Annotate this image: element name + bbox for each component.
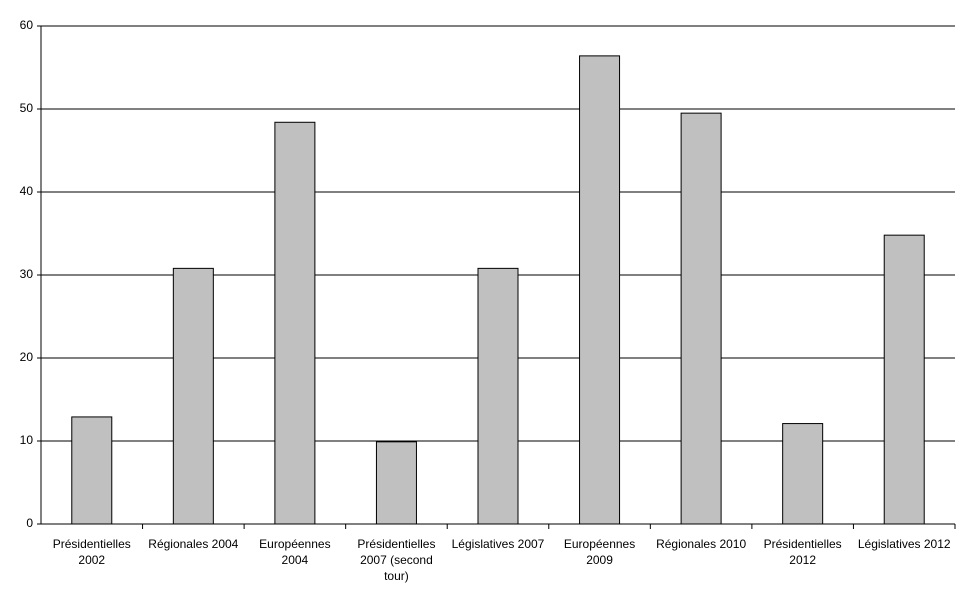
y-tick-label: 60	[20, 18, 34, 32]
x-tick-label: Européennes 2009	[563, 537, 636, 567]
bar	[274, 121, 316, 525]
bar	[883, 234, 925, 525]
x-tick-label: Régionales 2010	[656, 537, 747, 551]
x-tick-label: Présidentielles 2012	[763, 537, 842, 567]
bar	[172, 267, 214, 525]
bar	[71, 416, 113, 525]
x-tick-label: Présidentielles 2002	[52, 537, 131, 567]
x-tick-label: Présidentielles 2007 (second tour)	[357, 537, 436, 583]
y-tick-label: 0	[26, 516, 33, 530]
x-tick-label: Européennes 2004	[259, 537, 331, 567]
y-tick-label: 10	[20, 433, 34, 447]
y-tick-label: 50	[20, 101, 34, 115]
x-tick-label: Législatives 2012	[857, 537, 951, 551]
bar	[680, 112, 722, 525]
y-tick-label: 30	[20, 267, 34, 281]
bar	[477, 267, 519, 525]
bar	[375, 441, 417, 525]
bar	[579, 55, 621, 525]
bar	[782, 423, 824, 525]
x-tick-label: Régionales 2004	[148, 537, 239, 551]
x-tick-label: Législatives 2007	[451, 537, 545, 551]
y-tick-label: 40	[20, 184, 34, 198]
y-tick-label: 20	[20, 350, 34, 364]
